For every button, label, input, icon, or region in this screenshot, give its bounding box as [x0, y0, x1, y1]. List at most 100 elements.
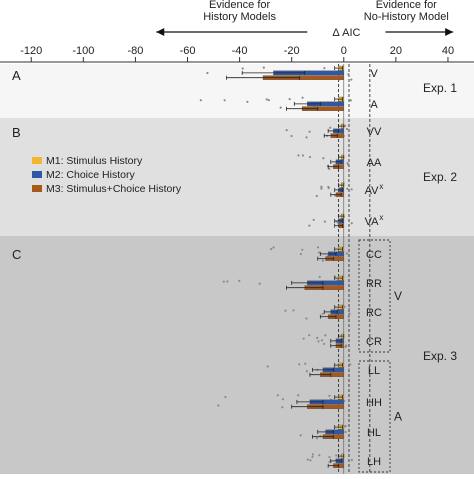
subject-point — [345, 127, 349, 131]
group-box-A — [358, 360, 391, 473]
subject-point — [305, 317, 308, 320]
condition-label: HH — [366, 397, 382, 409]
subject-point — [347, 315, 350, 319]
subject-point — [349, 99, 352, 102]
subject-point — [272, 246, 275, 249]
condition-label: CC — [366, 249, 382, 261]
subject-point — [299, 252, 303, 256]
condition-label: A — [370, 99, 378, 111]
subject-point — [323, 67, 326, 70]
subject-point — [299, 434, 302, 437]
x-tick-label: 20 — [390, 45, 402, 57]
legend-swatch — [32, 185, 42, 192]
subject-point — [311, 455, 314, 458]
subject-point — [262, 66, 265, 69]
condition-label: RR — [366, 278, 382, 290]
legend-swatch — [32, 171, 42, 178]
x-tick-label: 40 — [442, 45, 454, 57]
subject-point — [320, 339, 324, 342]
subject-point — [311, 453, 314, 456]
legend-label: M2: Choice History — [46, 169, 135, 181]
subject-point — [238, 279, 241, 282]
subject-point — [346, 187, 349, 190]
subject-point — [267, 99, 270, 102]
subject-point — [302, 337, 305, 340]
condition-label: VV — [367, 126, 382, 138]
subject-point — [324, 334, 327, 337]
subject-point — [276, 394, 279, 397]
subject-point — [323, 342, 326, 346]
subject-point — [246, 100, 249, 104]
arrow-left-head — [156, 28, 165, 36]
subject-point — [318, 454, 321, 457]
subject-point — [290, 134, 293, 138]
panel-background-C — [0, 236, 474, 474]
legend-swatch — [32, 157, 42, 164]
subject-point — [347, 163, 350, 166]
subject-point — [322, 157, 325, 160]
subject-point — [347, 368, 350, 371]
subject-point — [315, 437, 319, 440]
subject-point — [288, 98, 291, 101]
subject-point — [308, 155, 312, 159]
subject-point — [308, 224, 311, 227]
x-tick-label: -20 — [284, 45, 300, 57]
subject-point — [226, 280, 229, 283]
condition-label: HL — [367, 427, 381, 439]
subject-point — [285, 129, 288, 132]
group-label-A: A — [394, 410, 402, 424]
subject-point — [321, 312, 324, 315]
x-tick-label: -40 — [232, 45, 248, 57]
legend-label: M1: Stimulus History — [46, 155, 143, 167]
subject-point — [217, 404, 220, 407]
subject-point — [344, 345, 347, 349]
x-tick-label: -80 — [127, 45, 143, 57]
subject-point — [350, 188, 353, 191]
subject-point — [298, 363, 301, 366]
condition-label: LL — [368, 365, 380, 377]
subject-point — [327, 186, 330, 190]
experiment-label: Exp. 2 — [423, 170, 457, 184]
panel-letter-C: C — [12, 247, 21, 262]
subject-point — [308, 130, 311, 133]
subject-point — [329, 126, 332, 129]
group-box-V — [358, 239, 391, 353]
legend: M1: Stimulus History M2: Choice History M3… — [32, 155, 182, 195]
subject-point — [335, 454, 338, 457]
subject-point — [305, 136, 308, 139]
subject-point — [223, 99, 226, 102]
subject-point — [345, 252, 349, 255]
subject-point — [281, 406, 284, 409]
subject-point — [316, 246, 320, 249]
subject-point — [304, 362, 307, 365]
subject-point — [315, 194, 318, 198]
subject-point — [297, 154, 300, 157]
subject-point — [206, 71, 209, 75]
condition-label: AA — [367, 157, 382, 169]
subject-point — [199, 99, 202, 102]
header-right-line: Evidence for — [376, 0, 437, 11]
subject-point — [328, 167, 331, 170]
subject-point — [284, 309, 287, 312]
subject-point — [305, 370, 308, 373]
condition-label: LH — [367, 456, 381, 468]
panel-letter-A: A — [12, 68, 21, 83]
x-tick-label: -100 — [72, 45, 94, 57]
subject-point — [320, 187, 323, 190]
subject-point — [350, 78, 353, 81]
subject-point — [320, 185, 323, 188]
subject-point — [309, 459, 312, 462]
condition-label-sup: x — [379, 213, 383, 222]
subject-point — [347, 73, 350, 76]
subject-point — [328, 394, 331, 397]
header-left-line: Evidence for — [209, 0, 270, 11]
header-left-line: History Models — [203, 11, 276, 23]
subject-point — [279, 106, 282, 109]
x-tick-label: -120 — [20, 45, 42, 57]
panel-background-B — [0, 118, 474, 236]
subject-point — [328, 456, 331, 459]
condition-label: RC — [366, 307, 382, 319]
subject-point — [241, 67, 244, 70]
subject-point — [316, 336, 319, 339]
